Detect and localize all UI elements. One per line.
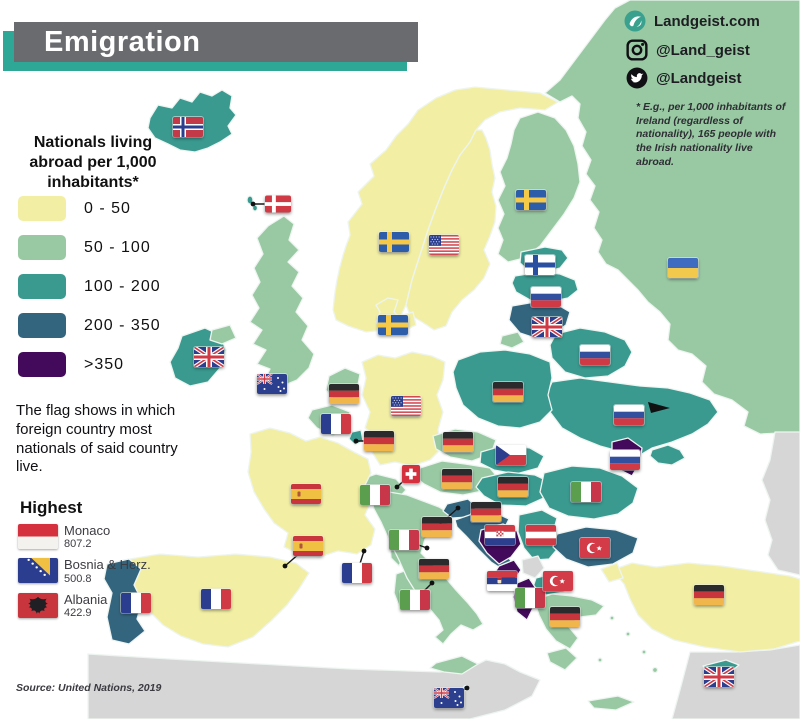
country-estonia xyxy=(519,246,569,273)
legend-swatch-4 xyxy=(18,352,66,377)
country-crimea xyxy=(649,444,686,466)
flag-note: The flag shows in which foreign country … xyxy=(16,402,178,476)
country-serbia xyxy=(517,509,560,561)
landgeist-globe-icon xyxy=(624,10,646,32)
legend-row-4: >350 xyxy=(18,352,161,377)
country-russia xyxy=(544,0,800,435)
legend-label-0: 0 - 50 xyxy=(84,199,131,217)
country-bosnia xyxy=(478,523,522,565)
highest-row-bosnia-herz-: Bosnia & Herz. 500.8 xyxy=(18,557,151,585)
legend-row-3: 200 - 350 xyxy=(18,313,161,338)
legend-swatch-1 xyxy=(18,235,66,260)
legend-swatch-2 xyxy=(18,274,66,299)
legend-label-2: 100 - 200 xyxy=(84,277,161,295)
highest-country: Albania xyxy=(64,591,108,607)
highest-country: Bosnia & Herz. xyxy=(64,557,151,573)
country-france xyxy=(247,427,376,558)
highest-value: 500.8 xyxy=(64,572,92,585)
greek-islands xyxy=(609,615,615,621)
country-northern-ireland xyxy=(209,324,237,345)
country-poland xyxy=(452,349,553,429)
legend-row-0: 0 - 50 xyxy=(18,196,161,221)
title-banner: Emigration xyxy=(14,22,418,62)
region-north-africa xyxy=(87,653,541,719)
country-turkey xyxy=(611,562,800,653)
albania-flag-icon xyxy=(18,592,58,618)
country-north-macedonia xyxy=(532,572,571,596)
page-title: Emigration xyxy=(44,25,201,58)
legend-title: Nationals living abroad per 1,000 inhabi… xyxy=(29,134,157,191)
monaco-flag-icon xyxy=(18,524,58,549)
country-kaliningrad xyxy=(499,331,525,349)
legend-label-3: 200 - 350 xyxy=(84,316,161,334)
country-sicily xyxy=(429,655,479,675)
highest-row-albania: Albania 422.9 xyxy=(18,591,151,619)
website-label: Landgeist.com xyxy=(654,12,760,30)
instagram-handle: @Land_geist xyxy=(656,41,750,59)
country-albania xyxy=(512,577,538,621)
legend-swatch-0 xyxy=(18,196,66,221)
branding-website: Landgeist.com xyxy=(624,10,760,32)
highest-value: 807.2 xyxy=(64,538,92,551)
country-germany xyxy=(361,351,446,467)
country-sweden xyxy=(405,129,497,331)
source-note: Source: United Nations, 2019 xyxy=(16,682,162,694)
legend-label-4: >350 xyxy=(84,355,125,373)
country-malta xyxy=(462,684,470,692)
branding-instagram: @Land_geist xyxy=(626,39,750,61)
country-finland xyxy=(497,111,581,263)
legend-swatch-3 xyxy=(18,313,66,338)
country-faroe xyxy=(246,195,254,205)
twitter-handle: @Landgeist xyxy=(656,69,742,87)
country-netherlands xyxy=(325,367,361,405)
country-belgium xyxy=(307,404,351,437)
instagram-icon xyxy=(626,39,648,61)
twitter-icon xyxy=(626,67,648,89)
legend-items: 0 - 50 50 - 100 100 - 200 200 - 350 >350 xyxy=(18,196,161,391)
country-uk xyxy=(249,215,315,388)
country-latvia xyxy=(511,271,579,303)
region-middle-east xyxy=(671,644,800,719)
highest-title: Highest xyxy=(20,498,83,517)
country-bulgaria xyxy=(552,526,639,568)
branding-twitter: @Landgeist xyxy=(626,67,741,89)
highest-row-monaco: Monaco 807.2 xyxy=(18,523,151,551)
legend-label-1: 50 - 100 xyxy=(84,238,151,256)
country-romania xyxy=(539,465,639,520)
highest-country: Monaco xyxy=(64,523,111,538)
highest-value: 422.9 xyxy=(64,606,92,619)
country-luxembourg xyxy=(348,429,364,446)
country-spain xyxy=(123,553,310,648)
footnote: * E.g., per 1,000 inhabitants of Ireland… xyxy=(636,101,786,168)
country-crete xyxy=(587,695,635,711)
highest-list: Monaco 807.2 Bosnia & Herz. 500.8 Albania 422… xyxy=(18,523,151,627)
country-greece xyxy=(533,593,605,650)
bosnia-flag-icon xyxy=(18,558,58,584)
legend-row-1: 50 - 100 xyxy=(18,235,161,260)
country-kosovo xyxy=(521,555,545,579)
legend-row-2: 100 - 200 xyxy=(18,274,161,299)
region-caucasus xyxy=(761,431,800,576)
country-belarus xyxy=(549,327,633,379)
